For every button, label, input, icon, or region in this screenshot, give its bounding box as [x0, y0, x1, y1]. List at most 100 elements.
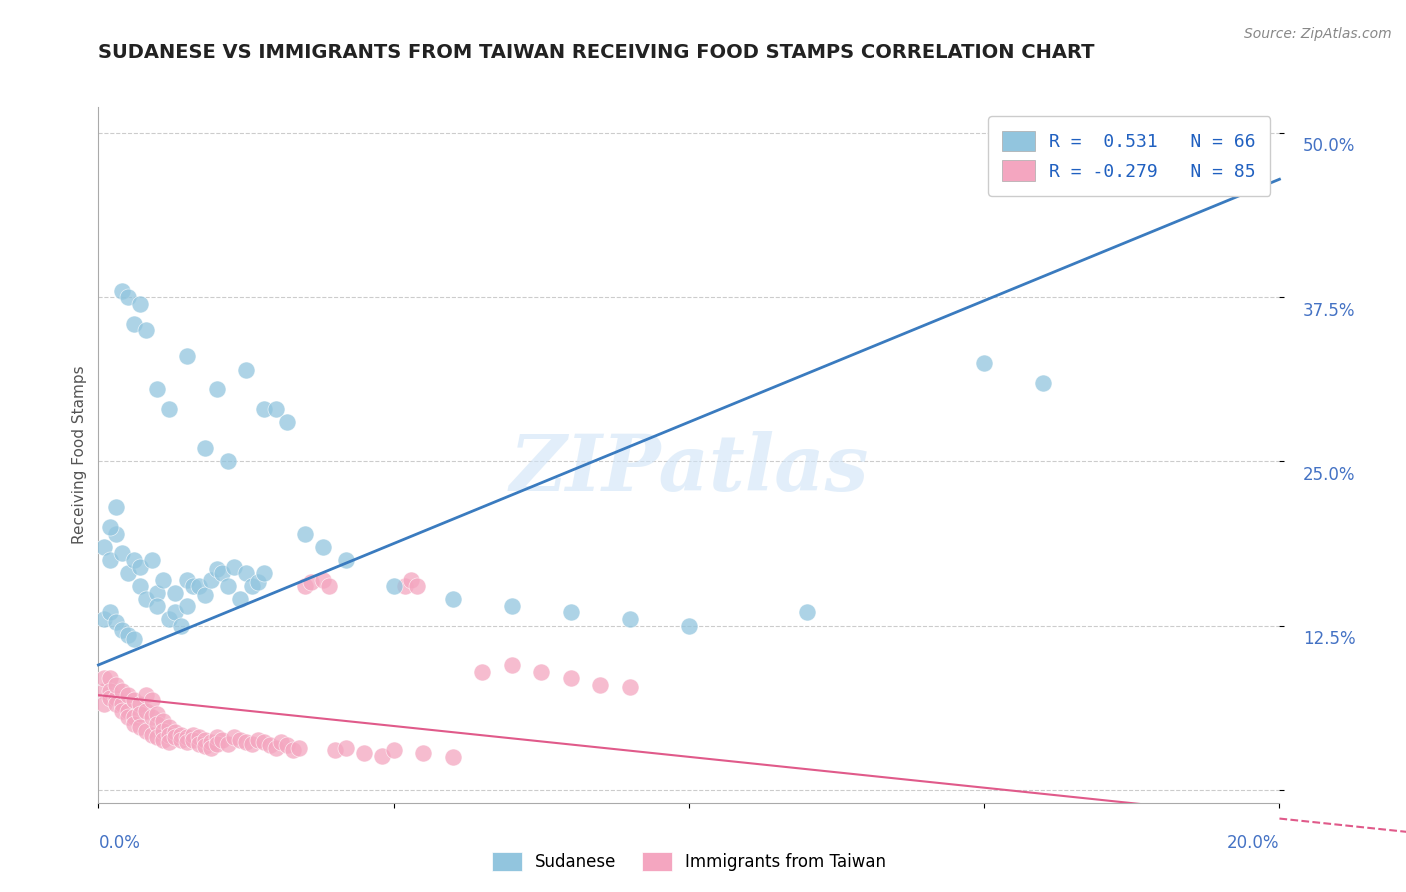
Point	[157, 401, 180, 416]
Point	[146, 599, 169, 613]
Point	[135, 723, 157, 738]
Point	[973, 356, 995, 370]
Point	[157, 735, 180, 749]
Legend: Sudanese, Immigrants from Taiwan: Sudanese, Immigrants from Taiwan	[485, 846, 893, 878]
Point	[98, 684, 121, 698]
Point	[141, 553, 163, 567]
Point	[176, 573, 198, 587]
Point	[135, 704, 157, 718]
Point	[128, 698, 150, 712]
Point	[146, 382, 169, 396]
Point	[205, 562, 228, 576]
Point	[187, 579, 209, 593]
Point	[105, 526, 128, 541]
Point	[128, 706, 150, 721]
Point	[288, 740, 311, 755]
Point	[165, 730, 187, 744]
Point	[111, 284, 134, 298]
Point	[122, 317, 145, 331]
Point	[294, 579, 316, 593]
Point	[98, 690, 121, 705]
Point	[382, 743, 405, 757]
Point	[276, 738, 298, 752]
Point	[165, 725, 187, 739]
Point	[335, 553, 357, 567]
Point	[235, 735, 257, 749]
Point	[93, 671, 115, 685]
Point	[152, 732, 174, 747]
Point	[294, 526, 316, 541]
Point	[619, 680, 641, 694]
Point	[205, 730, 228, 744]
Point	[122, 553, 145, 567]
Point	[128, 720, 150, 734]
Point	[678, 618, 700, 632]
Point	[335, 740, 357, 755]
Text: 37.5%: 37.5%	[1303, 301, 1355, 319]
Point	[152, 573, 174, 587]
Point	[146, 586, 169, 600]
Point	[98, 520, 121, 534]
Point	[165, 606, 187, 620]
Point	[276, 415, 298, 429]
Point	[235, 362, 257, 376]
Point	[176, 599, 198, 613]
Point	[299, 575, 322, 590]
Point	[194, 732, 217, 747]
Point	[312, 573, 335, 587]
Point	[211, 732, 233, 747]
Point	[371, 748, 394, 763]
Point	[1032, 376, 1054, 390]
Text: 12.5%: 12.5%	[1303, 630, 1355, 648]
Point	[217, 737, 239, 751]
Point	[441, 749, 464, 764]
Y-axis label: Receiving Food Stamps: Receiving Food Stamps	[72, 366, 87, 544]
Point	[264, 401, 287, 416]
Point	[246, 575, 269, 590]
Text: Source: ZipAtlas.com: Source: ZipAtlas.com	[1244, 27, 1392, 41]
Point	[157, 727, 180, 741]
Point	[146, 717, 169, 731]
Point	[122, 632, 145, 646]
Point	[240, 579, 263, 593]
Point	[270, 735, 292, 749]
Point	[146, 730, 169, 744]
Point	[135, 323, 157, 337]
Point	[128, 297, 150, 311]
Point	[471, 665, 494, 679]
Point	[117, 566, 139, 580]
Point	[353, 746, 375, 760]
Point	[406, 579, 429, 593]
Point	[394, 579, 416, 593]
Point	[194, 442, 217, 456]
Point	[217, 579, 239, 593]
Point	[111, 623, 134, 637]
Point	[117, 290, 139, 304]
Point	[501, 657, 523, 672]
Point	[176, 735, 198, 749]
Point	[117, 710, 139, 724]
Point	[200, 573, 222, 587]
Point	[128, 579, 150, 593]
Point	[128, 559, 150, 574]
Point	[217, 454, 239, 468]
Point	[141, 727, 163, 741]
Point	[117, 628, 139, 642]
Point	[157, 612, 180, 626]
Point	[200, 740, 222, 755]
Point	[105, 690, 128, 705]
Point	[211, 566, 233, 580]
Point	[312, 540, 335, 554]
Point	[264, 740, 287, 755]
Text: SUDANESE VS IMMIGRANTS FROM TAIWAN RECEIVING FOOD STAMPS CORRELATION CHART: SUDANESE VS IMMIGRANTS FROM TAIWAN RECEI…	[98, 44, 1095, 62]
Point	[560, 671, 582, 685]
Point	[105, 698, 128, 712]
Text: 20.0%: 20.0%	[1227, 834, 1279, 852]
Point	[401, 573, 423, 587]
Point	[589, 678, 612, 692]
Point	[235, 566, 257, 580]
Point	[98, 671, 121, 685]
Point	[200, 735, 222, 749]
Point	[181, 727, 204, 741]
Text: 0.0%: 0.0%	[98, 834, 141, 852]
